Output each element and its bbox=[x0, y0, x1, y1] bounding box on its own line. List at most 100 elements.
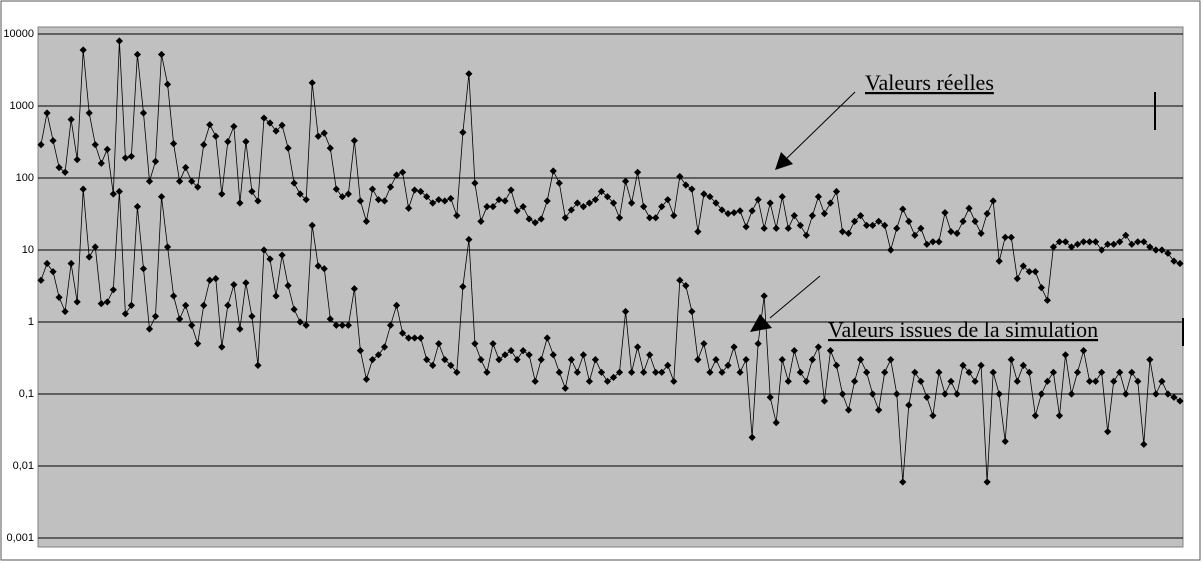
data-point bbox=[766, 199, 774, 207]
data-point bbox=[700, 340, 708, 348]
data-point bbox=[103, 145, 111, 153]
data-point bbox=[302, 196, 310, 204]
data-point bbox=[579, 351, 587, 359]
data-point bbox=[971, 377, 979, 385]
data-point bbox=[664, 361, 672, 369]
data-point bbox=[682, 282, 690, 290]
data-point bbox=[796, 221, 804, 229]
data-point bbox=[796, 368, 804, 376]
data-point bbox=[314, 132, 322, 140]
data-point bbox=[977, 361, 985, 369]
series-line bbox=[40, 189, 1181, 483]
data-point bbox=[543, 334, 551, 342]
data-point bbox=[947, 228, 955, 236]
data-point bbox=[1019, 361, 1027, 369]
data-point bbox=[423, 193, 431, 201]
data-point bbox=[935, 368, 943, 376]
data-point bbox=[832, 187, 841, 196]
data-point bbox=[1164, 249, 1172, 257]
data-point bbox=[206, 121, 214, 129]
data-point bbox=[272, 127, 280, 135]
data-point bbox=[941, 390, 949, 398]
data-point bbox=[742, 223, 750, 231]
data-point bbox=[579, 203, 587, 211]
data-point bbox=[1001, 233, 1009, 241]
data-point bbox=[182, 301, 190, 310]
data-point bbox=[983, 210, 991, 218]
data-point bbox=[139, 109, 148, 117]
y-tick-label: 0,001 bbox=[6, 532, 34, 544]
data-point bbox=[398, 329, 407, 337]
data-point bbox=[115, 187, 123, 196]
data-point bbox=[61, 307, 69, 316]
data-point bbox=[242, 138, 250, 146]
data-point bbox=[242, 279, 250, 287]
data-point bbox=[1085, 238, 1094, 246]
data-point bbox=[85, 109, 93, 117]
data-point bbox=[218, 190, 226, 198]
data-point bbox=[1049, 368, 1058, 376]
data-point bbox=[392, 171, 401, 179]
data-point bbox=[808, 356, 816, 364]
data-point bbox=[549, 351, 557, 359]
data-point bbox=[284, 144, 292, 152]
data-point bbox=[525, 351, 533, 359]
data-point bbox=[145, 325, 154, 333]
data-point bbox=[893, 390, 901, 398]
data-point bbox=[893, 224, 901, 232]
data-point bbox=[627, 368, 636, 376]
data-point bbox=[748, 207, 756, 215]
data-point bbox=[344, 190, 352, 198]
data-point bbox=[634, 168, 642, 176]
data-point bbox=[784, 224, 792, 232]
data-point bbox=[1158, 246, 1166, 254]
data-point bbox=[615, 368, 624, 376]
data-point bbox=[471, 179, 479, 187]
data-point bbox=[169, 140, 178, 148]
data-point bbox=[73, 156, 81, 164]
data-point bbox=[1134, 377, 1142, 385]
data-point bbox=[212, 275, 220, 283]
data-point bbox=[368, 356, 377, 364]
data-point bbox=[682, 181, 690, 189]
data-point bbox=[200, 301, 208, 310]
data-point bbox=[163, 80, 172, 88]
data-point bbox=[103, 298, 111, 306]
data-point bbox=[1158, 377, 1166, 385]
data-point bbox=[543, 197, 551, 205]
data-point bbox=[694, 228, 702, 236]
data-point bbox=[634, 343, 642, 351]
data-point bbox=[772, 224, 780, 232]
y-tick-label: 10 bbox=[22, 244, 34, 256]
data-point bbox=[49, 137, 57, 145]
annotation: Valeurs issues de la simulation bbox=[828, 317, 1098, 342]
data-point bbox=[700, 190, 708, 198]
data-point bbox=[441, 197, 449, 205]
data-point bbox=[344, 321, 352, 329]
data-point bbox=[953, 390, 961, 398]
data-point bbox=[640, 368, 648, 376]
data-point bbox=[405, 204, 413, 212]
data-point bbox=[61, 168, 69, 176]
data-point bbox=[989, 197, 997, 205]
data-point bbox=[43, 109, 51, 117]
data-point bbox=[308, 221, 316, 229]
data-point bbox=[959, 361, 967, 369]
data-point bbox=[405, 334, 413, 342]
data-point bbox=[875, 217, 883, 225]
data-point bbox=[1152, 390, 1160, 398]
data-point bbox=[1170, 257, 1178, 265]
data-point bbox=[941, 209, 949, 217]
data-point bbox=[133, 203, 142, 211]
data-point bbox=[121, 154, 129, 162]
data-point bbox=[1092, 238, 1100, 246]
data-point bbox=[417, 334, 425, 342]
data-point bbox=[603, 193, 612, 201]
data-point bbox=[814, 193, 823, 201]
data-point bbox=[332, 321, 340, 329]
data-point bbox=[1037, 390, 1045, 398]
data-point bbox=[453, 368, 461, 376]
data-point bbox=[465, 70, 473, 78]
data-point bbox=[1079, 347, 1088, 355]
data-point bbox=[760, 292, 768, 300]
